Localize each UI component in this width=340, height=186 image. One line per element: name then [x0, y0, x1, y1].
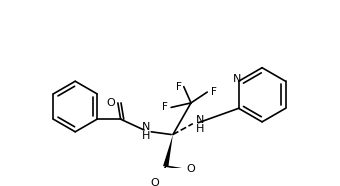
Text: F: F: [211, 87, 217, 97]
Text: N: N: [233, 74, 241, 84]
Text: N: N: [195, 115, 204, 125]
Text: O: O: [106, 98, 115, 108]
Text: H: H: [195, 124, 204, 134]
Text: O: O: [186, 164, 195, 174]
Text: F: F: [162, 102, 168, 112]
Text: N: N: [142, 122, 150, 132]
Text: H: H: [142, 131, 150, 141]
Polygon shape: [163, 134, 173, 166]
Text: F: F: [176, 82, 182, 92]
Text: O: O: [151, 178, 159, 186]
